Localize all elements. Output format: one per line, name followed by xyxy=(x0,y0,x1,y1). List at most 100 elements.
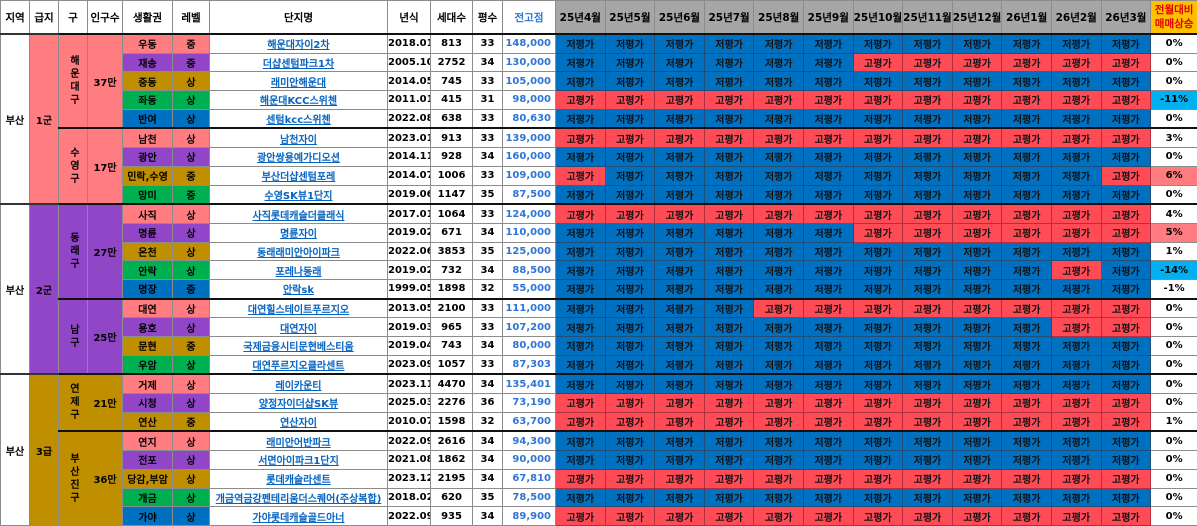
peak-price-cell[interactable]: 111,000 xyxy=(503,299,556,318)
undervalued-cell[interactable]: 저평가 xyxy=(952,34,1002,53)
complex-link[interactable]: 남천자이 xyxy=(280,135,317,146)
complex-name-cell[interactable]: 포레나동래 xyxy=(210,261,388,280)
area-cell[interactable]: 사직 xyxy=(123,204,173,223)
undervalued-cell[interactable]: 저평가 xyxy=(556,261,606,280)
undervalued-cell[interactable]: 저평가 xyxy=(605,34,655,53)
overvalued-cell[interactable]: 고평가 xyxy=(1051,261,1101,280)
undervalued-cell[interactable]: 저평가 xyxy=(1051,34,1101,53)
price-change-cell[interactable]: 0% xyxy=(1151,451,1197,470)
undervalued-cell[interactable]: 저평가 xyxy=(605,166,655,185)
header-population[interactable]: 인구수 xyxy=(88,1,123,35)
area-cell[interactable]: 우동 xyxy=(123,34,173,53)
area-cell[interactable]: 좌동 xyxy=(123,91,173,110)
level-cell[interactable]: 상 xyxy=(173,299,210,318)
area-cell[interactable]: 남천 xyxy=(123,128,173,147)
undervalued-cell[interactable]: 저평가 xyxy=(952,318,1002,337)
price-change-cell[interactable]: 0% xyxy=(1151,374,1197,393)
overvalued-cell[interactable]: 고평가 xyxy=(556,91,606,110)
undervalued-cell[interactable]: 저평가 xyxy=(903,166,953,185)
overvalued-cell[interactable]: 고평가 xyxy=(952,223,1002,242)
pyeong-cell[interactable]: 32 xyxy=(473,279,503,298)
undervalued-cell[interactable]: 저평가 xyxy=(1051,166,1101,185)
undervalued-cell[interactable]: 저평가 xyxy=(754,148,804,167)
price-change-cell[interactable]: 0% xyxy=(1151,337,1197,356)
undervalued-cell[interactable]: 저평가 xyxy=(952,488,1002,507)
overvalued-cell[interactable]: 고평가 xyxy=(853,128,903,147)
overvalued-cell[interactable]: 고평가 xyxy=(556,166,606,185)
year-cell[interactable]: 2014.05 xyxy=(388,72,431,91)
undervalued-cell[interactable]: 저평가 xyxy=(803,488,853,507)
overvalued-cell[interactable]: 고평가 xyxy=(853,507,903,526)
undervalued-cell[interactable]: 저평가 xyxy=(853,337,903,356)
price-change-cell[interactable]: 3% xyxy=(1151,128,1197,147)
pyeong-cell[interactable]: 32 xyxy=(473,412,503,431)
undervalued-cell[interactable]: 저평가 xyxy=(903,355,953,374)
undervalued-cell[interactable]: 저평가 xyxy=(655,431,705,450)
complex-link[interactable]: 센텀kcc스위첸 xyxy=(266,115,331,126)
peak-price-cell[interactable]: 125,000 xyxy=(503,242,556,261)
complex-link[interactable]: 광안쌍용예가디오션 xyxy=(257,153,340,164)
complex-name-cell[interactable]: 수영SK뷰1단지 xyxy=(210,185,388,204)
undervalued-cell[interactable]: 저평가 xyxy=(903,451,953,470)
undervalued-cell[interactable]: 저평가 xyxy=(853,488,903,507)
header-month[interactable]: 25년5월 xyxy=(605,1,655,35)
complex-link[interactable]: 연산자이 xyxy=(280,418,317,429)
complex-link[interactable]: 롯데캐슬라센트 xyxy=(266,475,330,486)
pyeong-cell[interactable]: 33 xyxy=(473,299,503,318)
overvalued-cell[interactable]: 고평가 xyxy=(754,394,804,413)
undervalued-cell[interactable]: 저평가 xyxy=(655,279,705,298)
pyeong-cell[interactable]: 34 xyxy=(473,507,503,526)
overvalued-cell[interactable]: 고평가 xyxy=(1101,53,1151,72)
households-cell[interactable]: 913 xyxy=(431,128,473,147)
price-change-cell[interactable]: 0% xyxy=(1151,185,1197,204)
complex-link[interactable]: 대연푸르지오클라센트 xyxy=(253,361,345,372)
level-cell[interactable]: 상 xyxy=(173,91,210,110)
complex-link[interactable]: 래미안해운대 xyxy=(271,78,326,89)
complex-name-cell[interactable]: 서면아이파크1단지 xyxy=(210,451,388,470)
complex-link[interactable]: 동래래미안아이파크 xyxy=(257,248,340,259)
undervalued-cell[interactable]: 저평가 xyxy=(754,431,804,450)
year-cell[interactable]: 2022.09 xyxy=(388,431,431,450)
year-cell[interactable]: 2022.08 xyxy=(388,109,431,128)
undervalued-cell[interactable]: 저평가 xyxy=(556,34,606,53)
peak-price-cell[interactable]: 80,630 xyxy=(503,109,556,128)
overvalued-cell[interactable]: 고평가 xyxy=(903,204,953,223)
overvalued-cell[interactable]: 고평가 xyxy=(1101,299,1151,318)
year-cell[interactable]: 2019.06 xyxy=(388,185,431,204)
level-cell[interactable]: 중 xyxy=(173,337,210,356)
undervalued-cell[interactable]: 저평가 xyxy=(704,166,754,185)
undervalued-cell[interactable]: 저평가 xyxy=(556,109,606,128)
level-cell[interactable]: 상 xyxy=(173,318,210,337)
header-year[interactable]: 년식 xyxy=(388,1,431,35)
year-cell[interactable]: 2025.03 xyxy=(388,394,431,413)
complex-link[interactable]: 더샵센텀파크1차 xyxy=(263,59,334,70)
header-month[interactable]: 25년11월 xyxy=(903,1,953,35)
complex-name-cell[interactable]: 남천자이 xyxy=(210,128,388,147)
overvalued-cell[interactable]: 고평가 xyxy=(903,223,953,242)
level-cell[interactable]: 중 xyxy=(173,279,210,298)
undervalued-cell[interactable]: 저평가 xyxy=(952,72,1002,91)
households-cell[interactable]: 813 xyxy=(431,34,473,53)
undervalued-cell[interactable]: 저평가 xyxy=(1002,337,1052,356)
undervalued-cell[interactable]: 저평가 xyxy=(556,318,606,337)
undervalued-cell[interactable]: 저평가 xyxy=(1101,261,1151,280)
population-cell[interactable]: 17만 xyxy=(88,128,123,204)
undervalued-cell[interactable]: 저평가 xyxy=(952,109,1002,128)
undervalued-cell[interactable]: 저평가 xyxy=(556,223,606,242)
undervalued-cell[interactable]: 저평가 xyxy=(853,72,903,91)
area-cell[interactable]: 안락 xyxy=(123,261,173,280)
undervalued-cell[interactable]: 저평가 xyxy=(704,261,754,280)
undervalued-cell[interactable]: 저평가 xyxy=(655,451,705,470)
overvalued-cell[interactable]: 고평가 xyxy=(754,204,804,223)
undervalued-cell[interactable]: 저평가 xyxy=(605,299,655,318)
header-month[interactable]: 26년2월 xyxy=(1051,1,1101,35)
area-cell[interactable]: 가야 xyxy=(123,507,173,526)
year-cell[interactable]: 2005.10 xyxy=(388,53,431,72)
undervalued-cell[interactable]: 저평가 xyxy=(605,223,655,242)
header-month[interactable]: 25년8월 xyxy=(754,1,804,35)
overvalued-cell[interactable]: 고평가 xyxy=(655,469,705,488)
peak-price-cell[interactable]: 88,500 xyxy=(503,261,556,280)
overvalued-cell[interactable]: 고평가 xyxy=(853,204,903,223)
area-cell[interactable]: 연지 xyxy=(123,431,173,450)
year-cell[interactable]: 2013.05 xyxy=(388,299,431,318)
